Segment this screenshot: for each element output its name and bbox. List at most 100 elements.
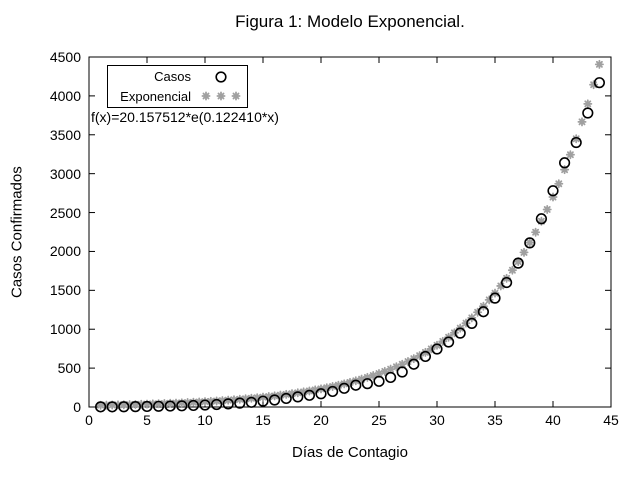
casos-point: [164, 400, 176, 412]
legend-row-exponencial: Exponencial: [112, 87, 243, 106]
exponencial-legend-sample: [201, 91, 211, 101]
exponencial-point: [119, 400, 129, 410]
exponencial-point: [449, 328, 459, 338]
exponencial-point: [148, 399, 158, 409]
exponencial-point: [374, 369, 384, 379]
casos-point: [512, 257, 524, 269]
casos-point: [153, 400, 165, 412]
exponencial-point: [212, 396, 222, 406]
exponencial-point: [217, 396, 227, 406]
y-tick-label: 2500: [49, 204, 81, 221]
exponencial-point: [519, 247, 529, 257]
exponencial-point: [536, 216, 546, 226]
x-tick-label: 40: [545, 412, 561, 428]
exponencial-point: [96, 400, 106, 410]
exponencial-point: [397, 359, 407, 369]
exponencial-legend-marker-icon: [199, 88, 243, 104]
exponencial-point: [438, 336, 448, 346]
x-axis-label: Días de Contagio: [292, 444, 408, 461]
exponencial-point: [345, 377, 355, 387]
exponencial-point: [125, 400, 135, 410]
casos-point: [547, 185, 559, 197]
exponencial-legend-sample: [231, 91, 241, 101]
exponencial-point: [386, 364, 396, 374]
exponencial-point: [554, 179, 564, 189]
casos-point: [385, 371, 397, 384]
casos-point: [373, 375, 385, 387]
casos-point: [269, 394, 281, 406]
x-tick-label: 30: [429, 412, 445, 428]
exponencial-point: [542, 204, 552, 214]
casos-point: [524, 237, 536, 249]
casos-point: [187, 399, 199, 412]
casos-point: [106, 401, 118, 413]
exponencial-point: [333, 380, 343, 390]
exponencial-point: [194, 397, 204, 407]
exponencial-point: [525, 238, 535, 248]
casos-legend-sample: [215, 71, 227, 83]
y-tick-label: 3000: [49, 165, 81, 182]
exponencial-point: [165, 398, 175, 408]
exponencial-legend-sample: [216, 91, 226, 101]
x-tick-label: 15: [255, 412, 271, 428]
exponencial-point: [188, 397, 198, 407]
exponencial-point: [264, 392, 274, 402]
exponencial-point: [380, 366, 390, 376]
casos-point: [570, 136, 582, 149]
legend-label-casos: Casos: [154, 69, 191, 85]
exponencial-point: [473, 307, 483, 317]
x-tick-label: 5: [143, 412, 151, 428]
exponencial-point: [183, 398, 193, 408]
exponencial-point: [589, 80, 599, 90]
exponencial-point: [177, 398, 187, 408]
casos-point: [338, 382, 350, 394]
exponencial-point: [565, 150, 575, 160]
exponencial-point: [560, 165, 570, 175]
casos-point: [431, 343, 443, 355]
exponencial-point: [275, 390, 285, 400]
exponencial-point: [142, 399, 152, 409]
x-tick-label: 25: [371, 412, 387, 428]
casos-point: [176, 400, 188, 412]
casos-point: [408, 358, 420, 370]
casos-point: [245, 396, 257, 408]
casos-point: [94, 401, 107, 413]
x-tick-label: 0: [85, 412, 93, 428]
casos-legend-marker-icon: [199, 69, 243, 85]
casos-point: [211, 398, 223, 411]
y-tick-label: 0: [73, 399, 81, 415]
casos-point: [361, 378, 374, 390]
exponencial-point: [107, 400, 117, 410]
exponencial-point: [571, 134, 581, 144]
casos-point: [443, 336, 455, 348]
exponencial-point: [101, 400, 111, 410]
casos-point: [419, 350, 432, 363]
casos-point: [129, 401, 141, 413]
casos-point: [141, 400, 153, 413]
exponencial-point: [130, 399, 140, 409]
exponencial-point: [357, 374, 367, 384]
casos-point: [454, 327, 466, 339]
x-tick-label: 20: [313, 412, 329, 428]
y-tick-label: 1000: [49, 321, 81, 338]
exponencial-point: [415, 351, 425, 361]
exponencial-point: [362, 372, 372, 382]
exponencial-point: [206, 396, 216, 406]
exponencial-point: [241, 394, 251, 404]
exponencial-point: [154, 399, 164, 409]
y-tick-label: 4500: [49, 49, 81, 65]
exponencial-point: [403, 357, 413, 367]
exponencial-point: [235, 394, 245, 404]
exponencial-point: [287, 389, 297, 399]
casos-point: [303, 389, 316, 401]
casos-point: [466, 317, 478, 329]
plot-frame: [88, 56, 612, 408]
exponencial-point: [513, 257, 523, 267]
casos-point: [234, 397, 246, 409]
exponencial-point: [229, 395, 239, 405]
exponencial-point: [368, 371, 378, 381]
casos-point: [501, 276, 513, 289]
exponencial-point: [200, 397, 210, 407]
